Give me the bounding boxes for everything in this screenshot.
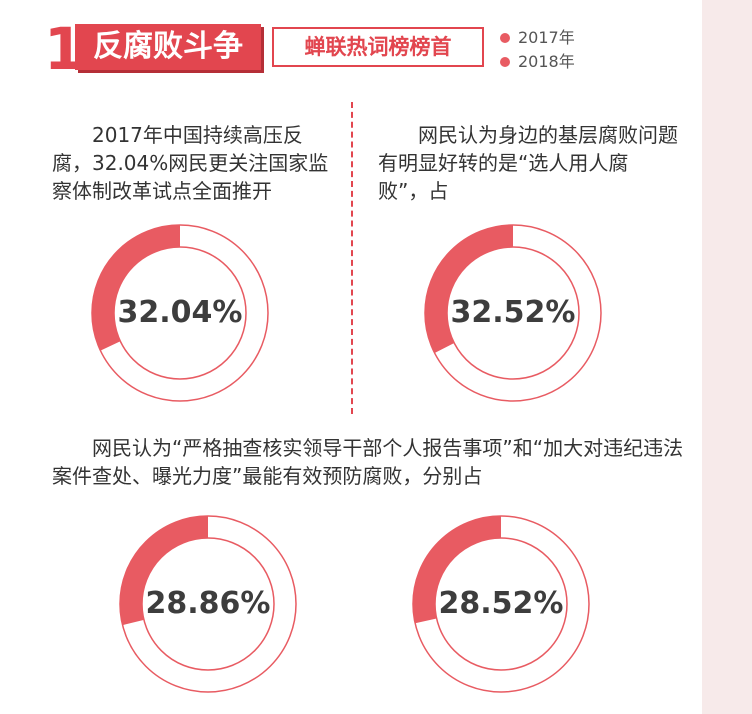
donut-svg bbox=[412, 515, 590, 693]
caption-top-right: 网民认为身边的基层腐败问题有明显好转的是“选人用人腐败”，占 bbox=[378, 123, 678, 203]
donut-svg bbox=[91, 224, 269, 402]
legend-dot-icon bbox=[500, 57, 510, 67]
donut-chart-3: 28.86% bbox=[118, 514, 298, 694]
page-title: 反腐败斗争 bbox=[93, 29, 243, 64]
dashed-divider bbox=[351, 102, 353, 414]
donut-chart-4: 28.52% bbox=[411, 514, 591, 694]
donut-value-arc bbox=[120, 516, 209, 626]
legend-item-2017: 2017年 bbox=[500, 26, 575, 50]
donut-value-arc bbox=[413, 516, 502, 624]
legend-label: 2017年 bbox=[518, 28, 575, 47]
donut-chart-1: 32.04% bbox=[90, 223, 270, 403]
donut-value-label: 28.52% bbox=[438, 586, 564, 621]
legend: 2017年 2018年 bbox=[500, 26, 575, 74]
legend-label: 2018年 bbox=[518, 52, 575, 71]
caption-top-left: 2017年中国持续高压反腐，32.04%网民更关注国家监察体制改革试点全面推开 bbox=[52, 123, 329, 203]
donut-value-arc bbox=[425, 225, 514, 354]
donut-value-label: 32.04% bbox=[117, 295, 243, 330]
page-subtitle: 蝉联热词榜榜首 bbox=[304, 35, 452, 59]
legend-dot-icon bbox=[500, 33, 510, 43]
donut-value-label: 28.86% bbox=[145, 586, 271, 621]
legend-item-2018: 2018年 bbox=[500, 50, 575, 74]
donut-svg bbox=[119, 515, 297, 693]
title-banner: 反腐败斗争 bbox=[75, 24, 261, 70]
donut-value-arc bbox=[92, 225, 181, 351]
right-side-strip bbox=[702, 0, 752, 714]
subtitle-banner: 蝉联热词榜榜首 bbox=[272, 27, 484, 67]
donut-svg bbox=[424, 224, 602, 402]
donut-chart-2: 32.52% bbox=[423, 223, 603, 403]
donut-value-label: 32.52% bbox=[450, 295, 576, 330]
caption-bottom: 网民认为“严格抽查核实领导干部个人报告事项”和“加大对违纪违法案件查处、曝光力度… bbox=[52, 436, 684, 488]
